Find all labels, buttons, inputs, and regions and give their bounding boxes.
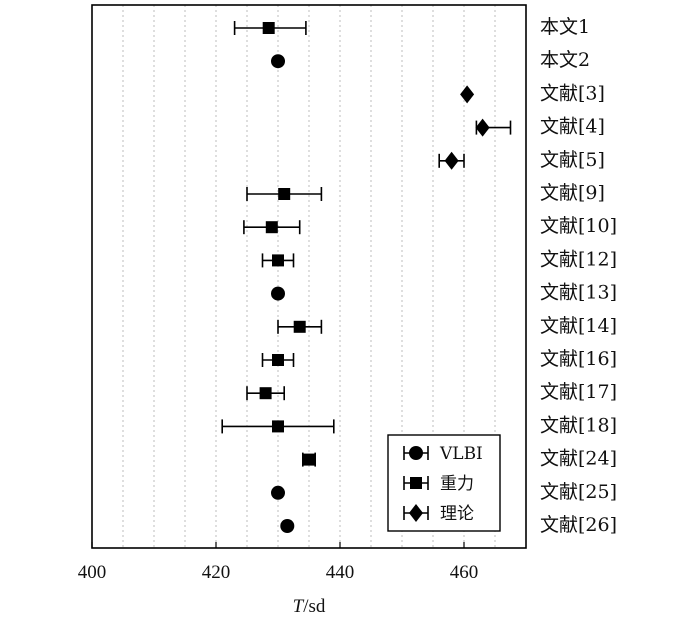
x-tick-label: 400 bbox=[78, 562, 107, 583]
category-label: 文献[26] bbox=[540, 514, 617, 536]
legend-label: 理论 bbox=[440, 504, 474, 524]
data-point-square bbox=[303, 453, 315, 466]
data-point-diamond bbox=[444, 151, 459, 170]
data-point-diamond bbox=[460, 85, 475, 104]
data-point-circle bbox=[271, 286, 285, 301]
category-label: 文献[14] bbox=[540, 315, 617, 337]
x-axis: 400 420 440 460 bbox=[78, 542, 479, 583]
category-label: 文献[3] bbox=[540, 82, 605, 104]
data-point-square bbox=[259, 387, 272, 400]
category-label: 文献[24] bbox=[540, 448, 617, 470]
category-label: 本文1 bbox=[540, 16, 590, 38]
category-label: 文献[13] bbox=[540, 282, 617, 304]
x-tick-label: 420 bbox=[202, 562, 231, 583]
data-point-circle bbox=[280, 519, 295, 533]
category-label: 文献[5] bbox=[540, 149, 605, 171]
category-label: 文献[10] bbox=[540, 215, 617, 237]
data-point-circle bbox=[271, 54, 285, 69]
data-point-square bbox=[272, 354, 284, 366]
x-axis-label-unit: /sd bbox=[303, 596, 326, 617]
data-point-square bbox=[262, 22, 275, 34]
gridlines bbox=[122, 5, 496, 548]
legend-marker-diamond bbox=[409, 504, 423, 522]
category-label: 本文2 bbox=[540, 49, 590, 71]
x-axis-label-symbol: T bbox=[293, 596, 305, 617]
data-point-square bbox=[293, 320, 306, 333]
data-point-diamond bbox=[475, 118, 490, 137]
legend-label: 重力 bbox=[440, 474, 474, 494]
legend-marker-square bbox=[410, 477, 422, 489]
category-label: 文献[9] bbox=[540, 182, 605, 204]
data-point-square bbox=[278, 188, 291, 200]
legend-box bbox=[387, 434, 501, 532]
category-label: 文献[4] bbox=[540, 116, 605, 138]
category-label: 文献[17] bbox=[540, 381, 617, 403]
category-label: 文献[16] bbox=[540, 348, 617, 370]
category-label: 文献[25] bbox=[540, 481, 617, 503]
category-label: 文献[12] bbox=[540, 248, 617, 270]
data-point-square bbox=[272, 254, 284, 267]
data-point-square bbox=[272, 420, 284, 433]
legend-label: VLBI bbox=[439, 444, 483, 464]
x-axis-label: T/sd bbox=[293, 596, 326, 617]
legend-marker-circle bbox=[409, 446, 423, 460]
category-label: 文献[18] bbox=[540, 414, 617, 436]
data-point-circle bbox=[271, 485, 285, 500]
x-tick-label: 440 bbox=[326, 562, 355, 583]
category-labels: 本文1 本文2 文献[3] 文献[4] 文献[5] 文献[9] 文献[10] 文献[12] 文献… bbox=[540, 16, 617, 536]
x-tick-label: 460 bbox=[450, 562, 479, 583]
data-point-square bbox=[265, 221, 278, 234]
data-marks bbox=[221, 21, 512, 533]
plot-frame bbox=[91, 4, 527, 549]
